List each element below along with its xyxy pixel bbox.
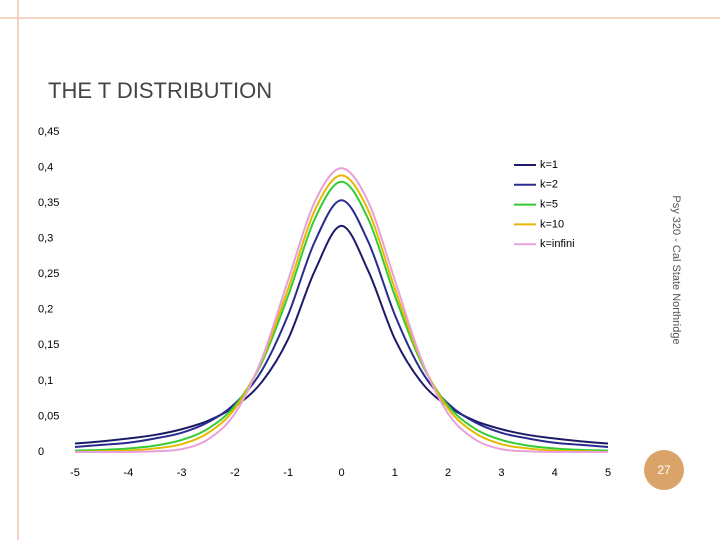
y-tick-label: 0,2	[38, 304, 53, 316]
y-tick-label: 0,4	[38, 161, 53, 173]
x-tick-label: 4	[552, 467, 558, 479]
x-tick-label: 1	[392, 467, 398, 479]
y-tick-label: 0	[38, 446, 44, 458]
series-line	[74, 174, 609, 453]
y-tick-label: 0,15	[38, 339, 59, 351]
series-line	[74, 180, 609, 452]
x-tick-label: -2	[230, 467, 240, 479]
slide-title: THE T DISTRIBUTION	[48, 78, 272, 103]
y-tick-label: 0,1	[38, 375, 53, 387]
series-line	[74, 224, 609, 445]
footer: Psy 320 - Cal State Northridge	[670, 195, 682, 344]
y-tick-label: 0,45	[38, 126, 59, 138]
legend-label: k=infini	[540, 238, 575, 250]
series-line	[74, 199, 609, 449]
y-tick-label: 0,25	[38, 268, 59, 280]
x-tick-label: 5	[605, 467, 611, 479]
x-tick-label: -5	[70, 467, 80, 479]
y-tick-label: 0,35	[38, 197, 59, 209]
legend-label: k=1	[540, 159, 558, 171]
y-tick-label: 0,05	[38, 410, 59, 422]
slide-number-badge	[644, 450, 684, 490]
x-tick-label: 2	[445, 467, 451, 479]
x-tick-label: 0	[338, 467, 344, 479]
x-tick-label: -4	[123, 467, 133, 479]
legend-label: k=2	[540, 179, 558, 191]
y-tick-label: 0,3	[38, 233, 53, 245]
x-tick-label: 3	[498, 467, 504, 479]
legend-label: k=5	[540, 199, 558, 211]
legend-label: k=10	[540, 218, 564, 230]
slide-number: 27	[657, 463, 671, 477]
x-tick-label: -3	[177, 467, 187, 479]
series-line	[75, 167, 608, 454]
x-tick-label: -1	[283, 467, 293, 479]
